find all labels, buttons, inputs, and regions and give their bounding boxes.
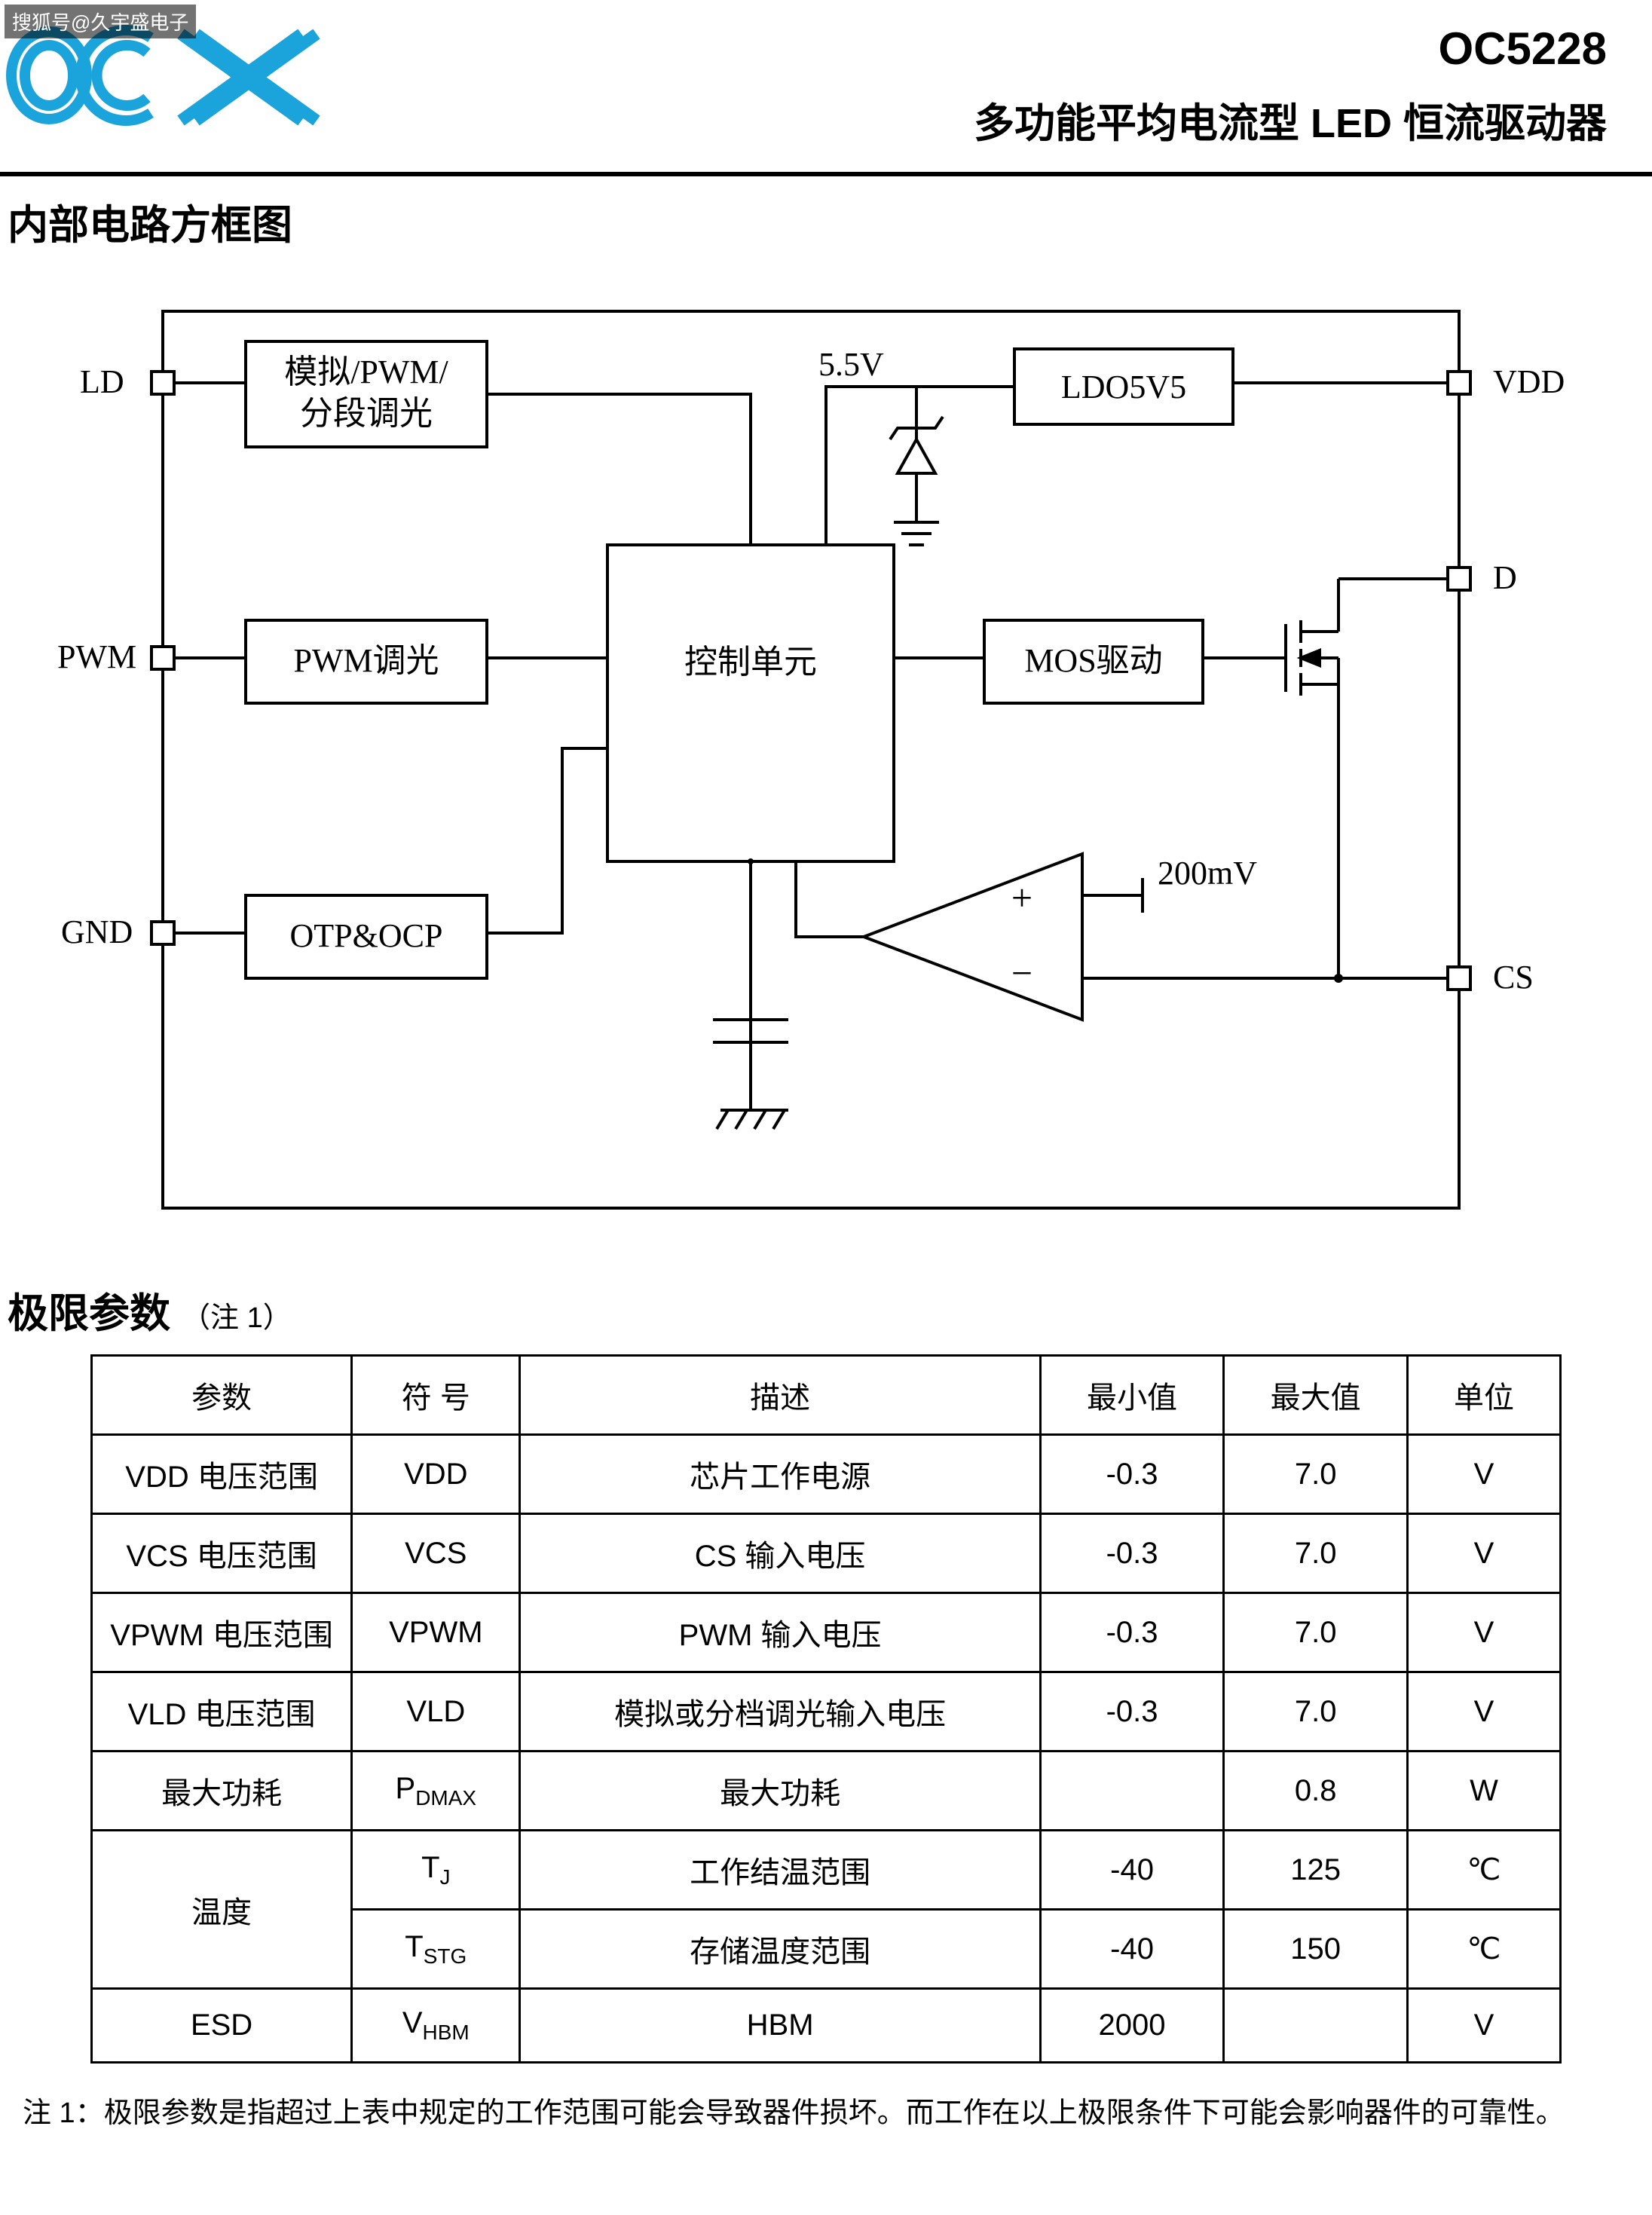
cell-symbol: VCS: [352, 1514, 520, 1593]
cell-param: VCS 电压范围: [92, 1514, 352, 1593]
cell-symbol: VHBM: [352, 1989, 520, 2063]
svg-text:OTP&OCP: OTP&OCP: [290, 917, 443, 954]
cell-symbol: TSTG: [352, 1910, 520, 1989]
svg-text:CS: CS: [1493, 959, 1534, 996]
cell-symbol: VLD: [352, 1672, 520, 1752]
cell-unit: V: [1407, 1593, 1560, 1672]
cell-symbol: PDMAX: [352, 1752, 520, 1831]
section-title-diagram: 内部电路方框图: [0, 176, 1652, 266]
cell-unit: V: [1407, 1514, 1560, 1593]
cell-min: 2000: [1040, 1989, 1224, 2063]
cell-param: ESD: [92, 1989, 352, 2063]
block-diagram: LD PWM GND VDD D CS 模拟/P: [0, 266, 1652, 1265]
cell-max: 7.0: [1224, 1435, 1408, 1514]
cell-desc: 最大功耗: [520, 1752, 1040, 1831]
cell-max: 7.0: [1224, 1593, 1408, 1672]
cell-max: 125: [1224, 1831, 1408, 1910]
cell-max: 7.0: [1224, 1672, 1408, 1752]
svg-text:模拟/PWM/: 模拟/PWM/: [284, 353, 448, 390]
table-header-row: 参数 符 号 描述 最小值 最大值 单位: [92, 1356, 1561, 1435]
svg-text:分段调光: 分段调光: [300, 395, 433, 432]
cell-min: -0.3: [1040, 1435, 1224, 1514]
part-number: OC5228: [974, 23, 1607, 75]
table-row: VDD 电压范围VDD芯片工作电源-0.37.0V: [92, 1435, 1561, 1514]
table-row: 最大功耗PDMAX最大功耗 0.8W: [92, 1752, 1561, 1831]
cell-min: -0.3: [1040, 1514, 1224, 1593]
cell-unit: W: [1407, 1752, 1560, 1831]
cell-desc: CS 输入电压: [520, 1514, 1040, 1593]
col-max: 最大值: [1224, 1356, 1408, 1435]
col-param: 参数: [92, 1356, 352, 1435]
svg-text:PWM: PWM: [57, 638, 136, 675]
cell-max: 0.8: [1224, 1752, 1408, 1831]
cell-max: 7.0: [1224, 1514, 1408, 1593]
table-row: VCS 电压范围VCSCS 输入电压-0.37.0V: [92, 1514, 1561, 1593]
svg-text:控制单元: 控制单元: [684, 644, 817, 681]
svg-text:5.5V: 5.5V: [818, 346, 884, 383]
cell-min: -40: [1040, 1910, 1224, 1989]
cell-min: -40: [1040, 1831, 1224, 1910]
cell-unit: ℃: [1407, 1910, 1560, 1989]
cell-symbol: TJ: [352, 1831, 520, 1910]
cell-min: -0.3: [1040, 1672, 1224, 1752]
cell-param: VDD 电压范围: [92, 1435, 352, 1514]
col-symbol: 符 号: [352, 1356, 520, 1435]
cell-param: 温度: [92, 1831, 352, 1989]
cell-param: VPWM 电压范围: [92, 1593, 352, 1672]
cell-desc: 芯片工作电源: [520, 1435, 1040, 1514]
cell-unit: ℃: [1407, 1831, 1560, 1910]
cell-symbol: VDD: [352, 1435, 520, 1514]
cell-desc: 模拟或分档调光输入电压: [520, 1672, 1040, 1752]
cell-desc: 存储温度范围: [520, 1910, 1040, 1989]
svg-text:D: D: [1493, 559, 1517, 596]
col-unit: 单位: [1407, 1356, 1560, 1435]
cell-param: VLD 电压范围: [92, 1672, 352, 1752]
col-min: 最小值: [1040, 1356, 1224, 1435]
table-row: VLD 电压范围VLD模拟或分档调光输入电压-0.37.0V: [92, 1672, 1561, 1752]
cell-symbol: VPWM: [352, 1593, 520, 1672]
svg-text:LD: LD: [80, 363, 124, 400]
footnote: 注 1：极限参数是指超过上表中规定的工作范围可能会导致器件损坏。而工作在以上极限…: [0, 2086, 1652, 2179]
part-title: 多功能平均电流型 LED 恒流驱动器: [974, 90, 1607, 149]
cell-min: -0.3: [1040, 1593, 1224, 1672]
cell-desc: HBM: [520, 1989, 1040, 2063]
cell-unit: V: [1407, 1989, 1560, 2063]
cell-max: [1224, 1989, 1408, 2063]
cell-desc: 工作结温范围: [520, 1831, 1040, 1910]
svg-text:MOS驱动: MOS驱动: [1024, 642, 1162, 679]
svg-text:200mV: 200mV: [1158, 855, 1257, 892]
cell-min: [1040, 1752, 1224, 1831]
col-desc: 描述: [520, 1356, 1040, 1435]
cell-desc: PWM 输入电压: [520, 1593, 1040, 1672]
svg-text:+: +: [1011, 877, 1032, 919]
svg-text:PWM调光: PWM调光: [293, 642, 439, 679]
cell-param: 最大功耗: [92, 1752, 352, 1831]
cell-max: 150: [1224, 1910, 1408, 1989]
svg-text:GND: GND: [61, 913, 133, 950]
table-row: ESDVHBMHBM2000 V: [92, 1989, 1561, 2063]
svg-text:LDO5V5: LDO5V5: [1061, 369, 1186, 405]
table-row: 温度TJ工作结温范围-40125℃: [92, 1831, 1561, 1910]
svg-text:−: −: [1011, 952, 1032, 994]
cell-unit: V: [1407, 1672, 1560, 1752]
table-row: VPWM 电压范围VPWMPWM 输入电压-0.37.0V: [92, 1593, 1561, 1672]
cell-unit: V: [1407, 1435, 1560, 1514]
limits-table: 参数 符 号 描述 最小值 最大值 单位 VDD 电压范围VDD芯片工作电源-0…: [90, 1354, 1562, 2064]
watermark-text: 搜狐号@久宇盛电子: [5, 5, 196, 38]
page-header: OC5228 多功能平均电流型 LED 恒流驱动器: [0, 0, 1652, 164]
section-title-limits: 极限参数 （注 1）: [0, 1265, 1652, 1354]
svg-text:VDD: VDD: [1493, 363, 1565, 400]
